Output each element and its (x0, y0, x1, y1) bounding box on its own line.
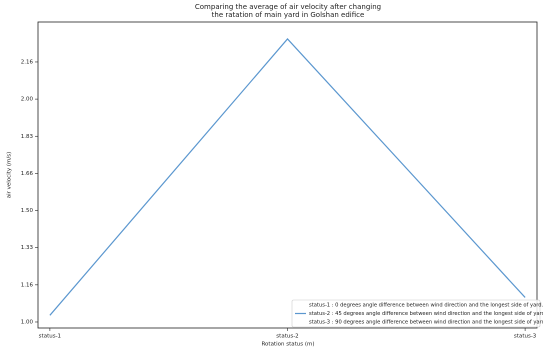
x-tick-label: status-1 (39, 334, 61, 340)
chart-title: the ratation of main yard in Golshan edi… (212, 11, 365, 19)
chart-title: Comparing the average of air velocity af… (195, 3, 381, 11)
x-tick-label: status-2 (276, 334, 298, 340)
y-axis-label: air velocity (m/s) (7, 152, 13, 199)
y-tick-label: 1.83 (21, 134, 34, 140)
y-tick-label: 1.00 (21, 319, 34, 325)
y-tick-label: 1.50 (21, 208, 34, 214)
x-axis-label: Rotation status (m) (261, 342, 314, 348)
y-tick-label: 1.16 (21, 282, 34, 288)
plot-frame (37, 21, 538, 329)
y-tick-label: 2.00 (21, 97, 34, 103)
line (49, 38, 526, 316)
legend-label: status-2 : 45 degrees angle difference b… (309, 311, 543, 317)
y-tick-label: 1.33 (21, 245, 34, 251)
y-tick-label: 2.16 (21, 59, 34, 65)
y-tick-label: 1.66 (21, 171, 34, 177)
legend-box (291, 299, 541, 328)
legend-label: status-1 : 0 degrees angle difference be… (309, 303, 543, 309)
x-tick-label: status-3 (514, 334, 537, 340)
legend-label: status-3 : 90 degrees angle difference b… (309, 320, 543, 326)
